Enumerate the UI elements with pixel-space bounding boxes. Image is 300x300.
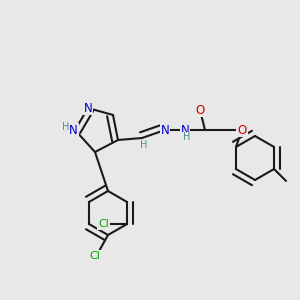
Text: Cl: Cl [90, 251, 101, 261]
Text: N: N [160, 124, 169, 136]
Text: H: H [62, 122, 70, 132]
Text: N: N [181, 124, 189, 136]
Text: N: N [69, 124, 78, 136]
Text: H: H [140, 140, 147, 151]
Text: N: N [84, 101, 92, 115]
Text: Cl: Cl [98, 219, 109, 229]
Text: O: O [237, 124, 247, 136]
Text: H: H [183, 133, 190, 142]
Text: O: O [195, 103, 205, 116]
